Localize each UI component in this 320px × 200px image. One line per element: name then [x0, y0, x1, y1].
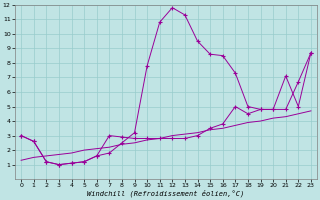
X-axis label: Windchill (Refroidissement éolien,°C): Windchill (Refroidissement éolien,°C): [87, 190, 245, 197]
